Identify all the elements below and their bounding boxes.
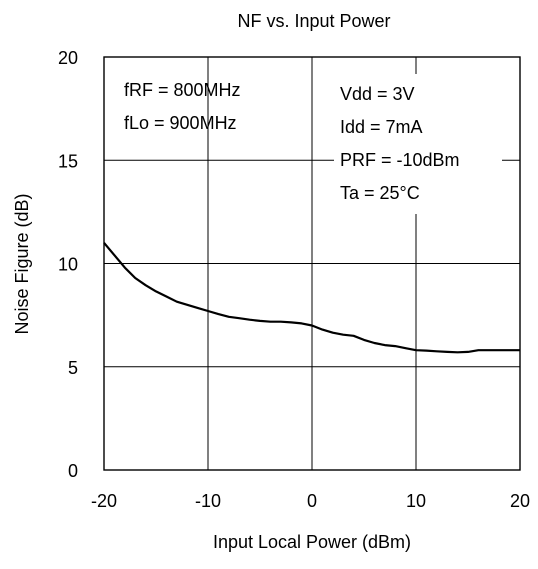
y-tick-label: 5: [68, 358, 78, 378]
annotation-right: Vdd = 3V: [340, 84, 415, 104]
x-tick-label: 0: [307, 491, 317, 511]
annotation-right: Idd = 7mA: [340, 117, 423, 137]
x-tick-labels: -20 -10 0 10 20: [91, 491, 530, 511]
y-tick-label: 20: [58, 48, 78, 68]
x-tick-label: 10: [406, 491, 426, 511]
annotation-right-bg: [334, 74, 502, 214]
series-line: [103, 242, 520, 354]
annotation-left: fRF = 800MHz: [124, 80, 241, 100]
x-tick-label: -20: [91, 491, 117, 511]
series: [103, 242, 520, 354]
annotations: fRF = 800MHz fLo = 900MHz Vdd = 3V Idd = 7m…: [124, 74, 502, 214]
annotation-left: fLo = 900MHz: [124, 113, 237, 133]
chart-title: NF vs. Input Power: [237, 11, 390, 31]
x-tick-label: 20: [510, 491, 530, 511]
annotation-right: Ta = 25°C: [340, 183, 420, 203]
y-tick-label: 15: [58, 151, 78, 171]
x-axis-label: Input Local Power (dBm): [213, 532, 411, 552]
y-tick-label: 10: [58, 255, 78, 275]
y-tick-label: 0: [68, 461, 78, 481]
x-tick-label: -10: [195, 491, 221, 511]
y-tick-labels: 0 5 10 15 20: [58, 48, 78, 481]
annotation-right: PRF = -10dBm: [340, 150, 460, 170]
y-axis-label: Noise Figure (dB): [12, 193, 32, 334]
plot-frame: [103, 56, 521, 471]
